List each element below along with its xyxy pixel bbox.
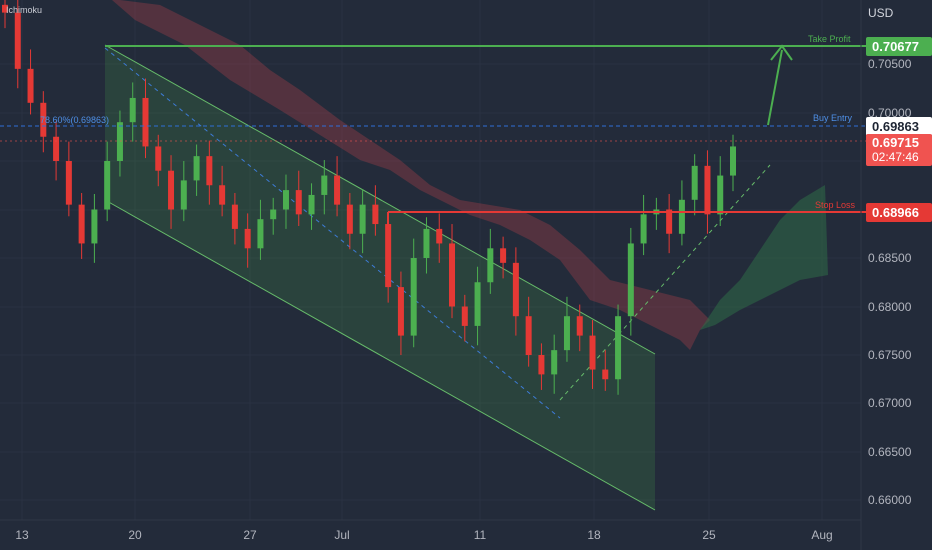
- candle-body: [704, 165, 711, 215]
- candles: [2, 0, 736, 395]
- candle-body: [678, 199, 685, 234]
- date-axis-tick: Aug: [811, 528, 833, 542]
- price-axis-tick: 0.70500: [868, 57, 912, 71]
- candle-body: [730, 146, 736, 176]
- price-axis-tick: 0.66500: [868, 445, 912, 459]
- current-price-tag[interactable]: 0.69715 02:47:46: [866, 134, 932, 166]
- candle-body: [563, 316, 570, 351]
- candle-body: [640, 214, 647, 244]
- candle-body: [385, 224, 392, 288]
- candle-body: [487, 248, 494, 283]
- candle-body: [14, 12, 21, 69]
- bar-countdown: 02:47:46: [872, 150, 919, 164]
- candle-body: [525, 316, 532, 355]
- candle-body: [615, 316, 622, 380]
- ichimoku-cloud: [112, 0, 828, 350]
- candle-body: [219, 185, 226, 205]
- price-axis-tick: 0.67000: [868, 396, 912, 410]
- buy-entry-label: Buy Entry: [813, 113, 853, 123]
- candle-body: [282, 190, 289, 210]
- candle-body: [308, 194, 315, 215]
- currency-label: USD: [868, 6, 894, 20]
- candle-body: [321, 175, 328, 195]
- date-axis-tick: 13: [15, 528, 29, 542]
- candle-body: [372, 204, 379, 225]
- candle-body: [65, 161, 72, 205]
- channel-fill: [105, 45, 655, 510]
- target-arrow-shaft: [767, 49, 783, 126]
- candle-body: [717, 175, 724, 215]
- candle-body: [551, 350, 558, 375]
- date-axis-tick: 18: [587, 528, 601, 542]
- candle-body: [116, 122, 123, 161]
- stop-loss-price-tag[interactable]: 0.68966: [866, 203, 932, 222]
- candle-body: [193, 156, 200, 181]
- candle-body: [423, 228, 430, 258]
- price-axis-tick: 0.67500: [868, 348, 912, 362]
- candle-body: [397, 287, 404, 336]
- stop-loss-label: Stop Loss: [815, 200, 856, 210]
- trade-levels: [0, 44, 866, 232]
- take-profit-price-tag[interactable]: 0.70677: [866, 37, 932, 56]
- cloud-bearish: [112, 0, 710, 350]
- candle-body: [602, 369, 609, 380]
- candle-body: [410, 258, 417, 336]
- candle-body: [206, 156, 213, 186]
- fib-label: 78.60%(0.69863): [40, 115, 110, 125]
- candle-body: [538, 355, 545, 375]
- candle-body: [2, 4, 8, 13]
- candle-body: [474, 282, 481, 326]
- candle-body: [53, 136, 60, 161]
- candle-body: [155, 146, 162, 171]
- candle-body: [91, 209, 98, 244]
- candle-body: [231, 204, 238, 229]
- channel-upper: [104, 44, 656, 355]
- candle-body: [129, 97, 136, 123]
- date-axis-tick: 25: [702, 528, 716, 542]
- indicator-label: Ichimoku: [6, 5, 43, 15]
- candle-body: [346, 204, 353, 234]
- price-axis-tick: 0.68000: [868, 300, 912, 314]
- candle-body: [691, 165, 698, 200]
- candle-body: [27, 68, 34, 103]
- price-axis-tick: 0.66000: [868, 493, 912, 507]
- candle-body: [627, 243, 634, 317]
- candle-body: [168, 170, 175, 210]
- candle-body: [666, 209, 673, 234]
- candle-body: [576, 316, 583, 336]
- candle-body: [589, 335, 596, 370]
- channel-lower: [104, 199, 656, 511]
- target-arrow-head: [770, 44, 793, 61]
- take-profit-label: Take Profit: [808, 34, 851, 44]
- candle-body: [40, 102, 47, 137]
- cloud-bullish: [700, 185, 828, 330]
- candle-body: [295, 190, 302, 215]
- candle-body: [104, 161, 111, 210]
- descending-channel: [104, 44, 771, 511]
- candle-body: [500, 248, 507, 263]
- candle-body: [436, 228, 443, 244]
- current-price-value: 0.69715: [872, 135, 919, 150]
- candle-body: [78, 204, 85, 244]
- date-axis-tick: 20: [128, 528, 142, 542]
- candle-body: [461, 306, 468, 326]
- channel-midline: [104, 47, 561, 419]
- candle-body: [359, 204, 366, 234]
- price-axis-tick: 0.70000: [868, 106, 912, 120]
- candle-body: [180, 180, 187, 210]
- price-axis-tick: 0.68500: [868, 251, 912, 265]
- candle-body: [449, 243, 456, 307]
- candle-body: [270, 209, 277, 220]
- date-axis-tick: 11: [473, 528, 487, 542]
- date-axis-tick: 27: [243, 528, 257, 542]
- candle-body: [244, 228, 251, 249]
- candle-body: [334, 175, 341, 205]
- date-axis-tick: Jul: [334, 528, 350, 542]
- candle-body: [257, 219, 264, 249]
- candle-body: [512, 262, 519, 317]
- buy-entry-price-tag[interactable]: 0.69863: [866, 117, 932, 136]
- candle-body: [142, 97, 149, 147]
